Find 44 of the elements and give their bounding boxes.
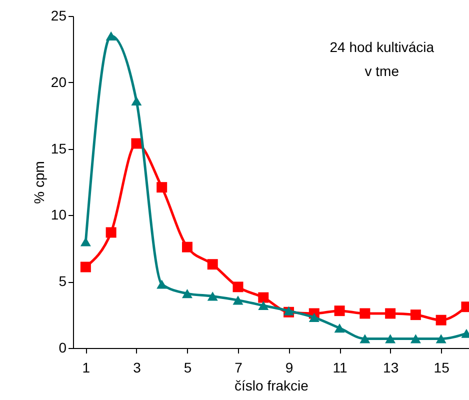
point [436, 314, 446, 326]
point [156, 280, 168, 289]
x-tick-label: 3 [133, 360, 142, 376]
annotation: 24 hod kultivácia v tme [330, 39, 434, 79]
point [360, 308, 370, 319]
point [207, 292, 218, 301]
point [334, 306, 345, 316]
x-axis-title: číslo frakcie [234, 378, 309, 394]
y-tick-label: 20 [50, 74, 67, 90]
x-tick-label: 9 [285, 360, 294, 376]
point [156, 182, 168, 193]
y-tick-label: 25 [50, 8, 67, 24]
point [182, 242, 192, 252]
point [410, 310, 421, 320]
point [80, 262, 91, 272]
point [360, 334, 370, 344]
x-tick-label: 13 [383, 360, 399, 376]
point [131, 138, 142, 149]
point [258, 300, 269, 310]
y-tick-label: 0 [58, 340, 67, 356]
y-tick-label: 5 [58, 273, 67, 290]
y-tick-label: 10 [50, 206, 67, 223]
point [131, 96, 142, 106]
point [207, 259, 218, 270]
point [258, 292, 269, 303]
point [106, 227, 116, 238]
point [385, 334, 396, 344]
x-tick-label: 15 [434, 360, 450, 376]
x-tick-label: 1 [82, 360, 90, 376]
point [334, 324, 345, 333]
x-tick-label: 11 [332, 360, 348, 376]
point [436, 334, 446, 344]
point [308, 312, 320, 322]
point [232, 296, 244, 305]
point [106, 31, 116, 40]
y-tick-label: 15 [50, 140, 67, 156]
point [80, 237, 91, 246]
point [385, 308, 396, 319]
point [182, 289, 192, 298]
x-tick-label: 7 [234, 360, 243, 376]
x-tick-label: 5 [184, 360, 192, 376]
point [410, 334, 421, 344]
y-axis-title: % cpm [30, 161, 47, 204]
point [232, 282, 244, 292]
